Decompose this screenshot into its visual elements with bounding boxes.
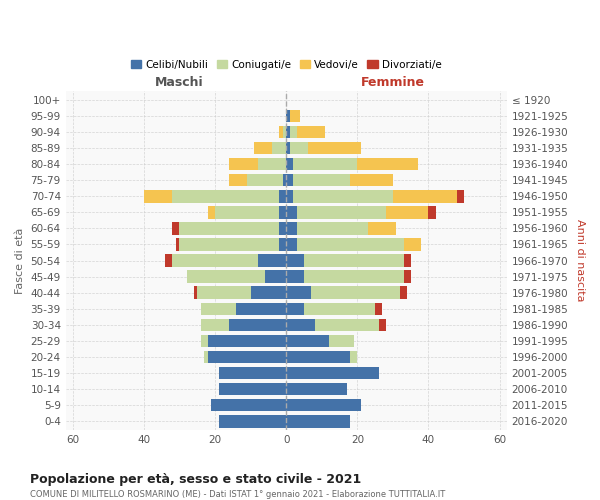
Y-axis label: Anni di nascita: Anni di nascita bbox=[575, 220, 585, 302]
Bar bbox=[211, 399, 286, 411]
Text: Femmine: Femmine bbox=[361, 76, 425, 88]
Bar bbox=[197, 286, 251, 299]
Bar bbox=[201, 334, 208, 347]
Bar bbox=[386, 206, 428, 218]
Bar bbox=[358, 158, 418, 170]
Bar bbox=[265, 270, 286, 283]
Bar bbox=[236, 302, 286, 315]
Bar bbox=[172, 254, 258, 267]
Bar bbox=[393, 190, 457, 202]
Bar bbox=[290, 110, 301, 122]
Bar bbox=[258, 158, 286, 170]
Bar bbox=[457, 190, 464, 202]
Bar bbox=[286, 206, 297, 218]
Bar bbox=[218, 383, 286, 396]
Bar bbox=[218, 415, 286, 428]
Bar bbox=[272, 142, 286, 154]
Bar bbox=[194, 286, 197, 299]
Bar bbox=[286, 270, 304, 283]
Bar bbox=[279, 190, 286, 202]
Bar bbox=[286, 302, 304, 315]
Legend: Celibi/Nubili, Coniugati/e, Vedovi/e, Divorziati/e: Celibi/Nubili, Coniugati/e, Vedovi/e, Di… bbox=[127, 56, 446, 74]
Bar bbox=[201, 318, 229, 331]
Bar bbox=[172, 190, 279, 202]
Bar bbox=[290, 126, 297, 138]
Bar bbox=[428, 206, 436, 218]
Bar bbox=[350, 350, 358, 364]
Bar bbox=[368, 222, 397, 234]
Bar bbox=[251, 286, 286, 299]
Bar bbox=[165, 254, 172, 267]
Bar bbox=[286, 110, 290, 122]
Bar bbox=[229, 158, 258, 170]
Bar bbox=[297, 222, 368, 234]
Bar bbox=[286, 350, 350, 364]
Bar bbox=[400, 286, 407, 299]
Bar bbox=[187, 270, 265, 283]
Text: COMUNE DI MILITELLO ROSMARINO (ME) - Dati ISTAT 1° gennaio 2021 - Elaborazione T: COMUNE DI MILITELLO ROSMARINO (ME) - Dat… bbox=[30, 490, 445, 499]
Bar bbox=[254, 142, 272, 154]
Bar bbox=[229, 318, 286, 331]
Bar bbox=[279, 126, 283, 138]
Bar bbox=[286, 126, 290, 138]
Bar bbox=[286, 142, 290, 154]
Bar bbox=[176, 238, 179, 251]
Bar bbox=[208, 350, 286, 364]
Text: Maschi: Maschi bbox=[155, 76, 204, 88]
Bar bbox=[350, 174, 393, 186]
Bar bbox=[279, 222, 286, 234]
Bar bbox=[172, 222, 179, 234]
Bar bbox=[404, 254, 410, 267]
Text: Popolazione per età, sesso e stato civile - 2021: Popolazione per età, sesso e stato civil… bbox=[30, 472, 361, 486]
Bar bbox=[297, 126, 325, 138]
Bar bbox=[293, 174, 350, 186]
Bar bbox=[208, 334, 286, 347]
Bar bbox=[304, 270, 404, 283]
Bar bbox=[286, 158, 293, 170]
Bar bbox=[304, 302, 375, 315]
Bar bbox=[375, 302, 382, 315]
Bar bbox=[293, 190, 393, 202]
Bar bbox=[179, 238, 279, 251]
Bar bbox=[205, 350, 208, 364]
Bar bbox=[308, 142, 361, 154]
Bar bbox=[247, 174, 283, 186]
Bar bbox=[144, 190, 172, 202]
Bar bbox=[215, 206, 279, 218]
Bar bbox=[286, 399, 361, 411]
Bar bbox=[229, 174, 247, 186]
Bar bbox=[286, 286, 311, 299]
Bar bbox=[286, 334, 329, 347]
Bar bbox=[286, 415, 350, 428]
Bar bbox=[286, 367, 379, 380]
Bar bbox=[283, 174, 286, 186]
Bar bbox=[379, 318, 386, 331]
Bar bbox=[286, 383, 347, 396]
Bar bbox=[304, 254, 404, 267]
Bar bbox=[314, 318, 379, 331]
Bar bbox=[283, 126, 286, 138]
Bar bbox=[279, 206, 286, 218]
Bar bbox=[329, 334, 354, 347]
Bar bbox=[286, 222, 297, 234]
Bar bbox=[311, 286, 400, 299]
Bar bbox=[279, 238, 286, 251]
Y-axis label: Fasce di età: Fasce di età bbox=[15, 228, 25, 294]
Bar bbox=[258, 254, 286, 267]
Bar bbox=[286, 318, 314, 331]
Bar bbox=[286, 238, 297, 251]
Bar bbox=[286, 174, 293, 186]
Bar bbox=[290, 142, 308, 154]
Bar bbox=[297, 238, 404, 251]
Bar bbox=[404, 270, 410, 283]
Bar bbox=[208, 206, 215, 218]
Bar bbox=[286, 190, 293, 202]
Bar bbox=[297, 206, 386, 218]
Bar bbox=[201, 302, 236, 315]
Bar bbox=[179, 222, 279, 234]
Bar bbox=[218, 367, 286, 380]
Bar bbox=[293, 158, 358, 170]
Bar bbox=[404, 238, 421, 251]
Bar bbox=[286, 254, 304, 267]
